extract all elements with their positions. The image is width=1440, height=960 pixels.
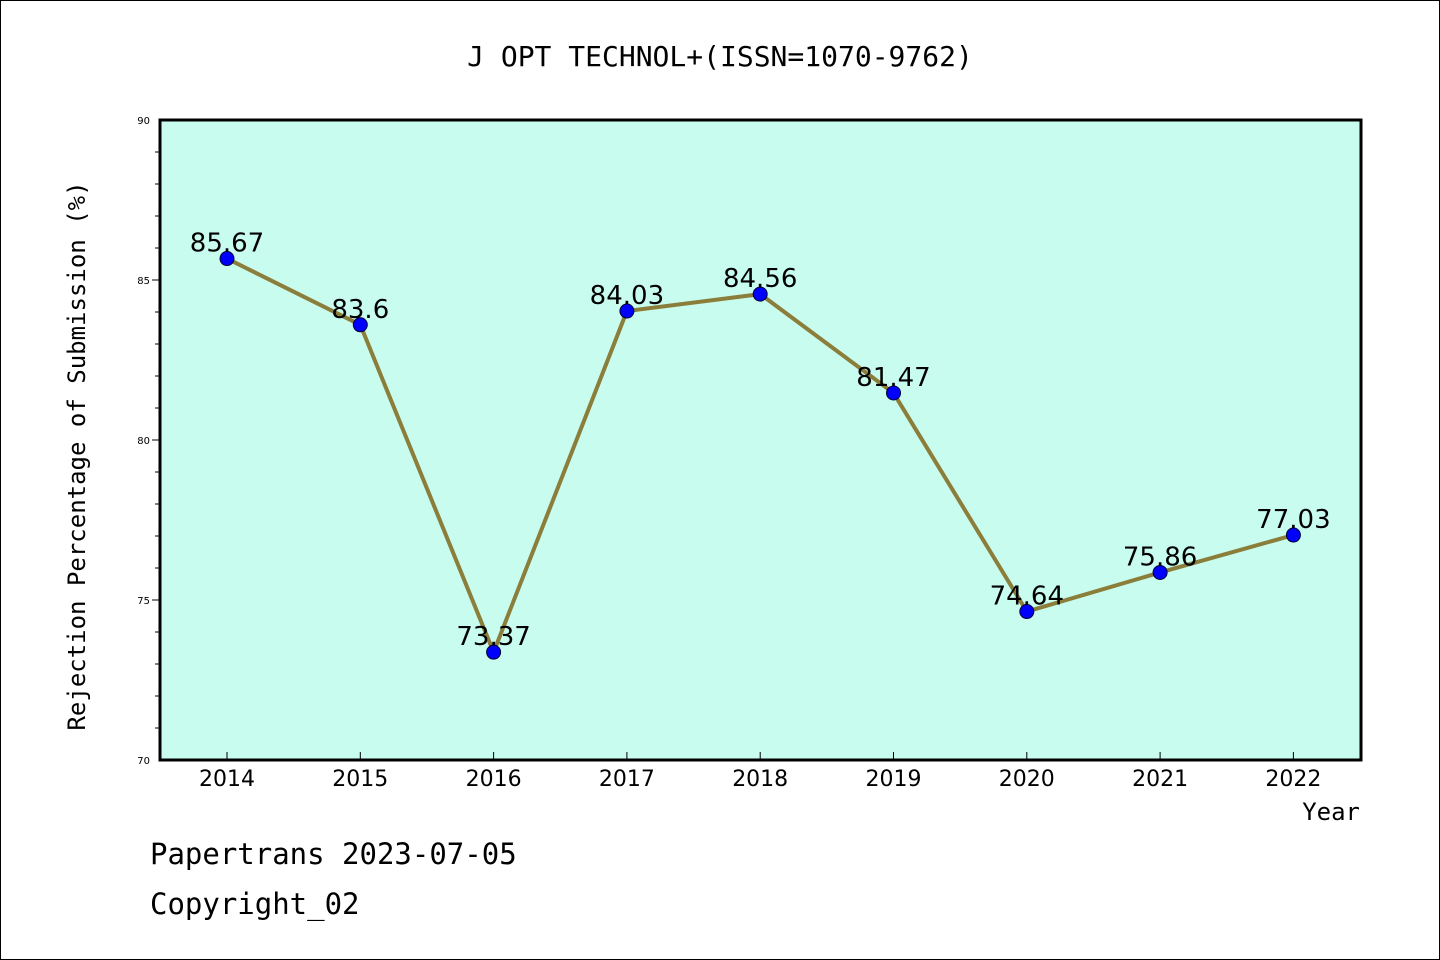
data-labels-layer: 85.67 83.6 73.37 84.03 84.56 81.47 74.64 75.86 7… (190, 229, 1331, 653)
y-tick-label: 90 (137, 116, 150, 127)
y-tick-label: 70 (137, 756, 150, 767)
data-label: 85.67 (190, 229, 264, 259)
x-tick-label: 2022 (1265, 767, 1321, 792)
data-label: 81.47 (856, 363, 930, 393)
data-label: 84.03 (590, 281, 664, 311)
footer-copyright: Copyright_02 (150, 887, 360, 922)
x-tick-label: 2015 (332, 767, 388, 792)
x-tick-label: 2019 (866, 767, 922, 792)
footer-date: Papertrans 2023-07-05 (150, 837, 517, 871)
x-tick-label: 2020 (999, 767, 1055, 792)
data-point (1019, 604, 1035, 620)
data-label: 75.86 (1123, 542, 1197, 572)
data-point (486, 644, 502, 660)
chart-title: J OPT TECHNOL+(ISSN=1070-9762) (467, 40, 973, 73)
data-label: 84.56 (723, 264, 797, 294)
y-axis-label: Rejection Percentage of Submission (%) (63, 181, 91, 730)
markers-layer (219, 251, 1301, 660)
x-tick-label: 2016 (466, 767, 522, 792)
data-label: 77.03 (1256, 505, 1330, 535)
x-tick-label: 2018 (732, 767, 788, 792)
data-label: 73.37 (456, 622, 530, 652)
data-point (619, 303, 635, 319)
x-tick-label: 2021 (1132, 767, 1188, 792)
data-label: 74.64 (990, 582, 1064, 612)
data-point (219, 251, 235, 267)
y-tick-label: 75 (137, 596, 150, 607)
y-tick-label: 85 (137, 276, 150, 287)
plot-area (158, 118, 1363, 762)
x-tick-label: 2014 (199, 767, 255, 792)
data-label: 83.6 (331, 295, 389, 325)
data-point (886, 385, 901, 401)
x-tick-label: 2017 (599, 767, 655, 792)
data-point (1285, 527, 1301, 543)
x-axis: 2014 2015 2016 2017 2018 2019 2020 2021 2022 (199, 752, 1321, 792)
data-point (1152, 564, 1168, 580)
x-axis-label: Year (1302, 798, 1360, 826)
data-point (352, 317, 368, 333)
data-point (752, 286, 768, 302)
y-axis: 70 75 80 85 90 (137, 116, 160, 767)
y-tick-label: 80 (137, 436, 150, 447)
